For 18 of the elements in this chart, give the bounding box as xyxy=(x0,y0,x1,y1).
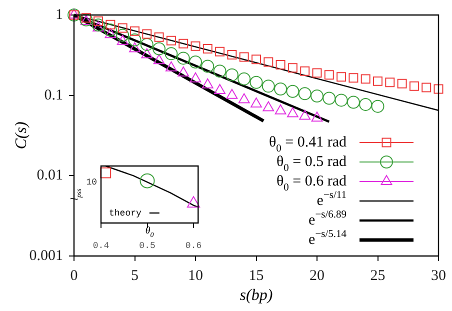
legend-label: theory xyxy=(109,208,142,218)
y-tick-label: 1 xyxy=(56,6,63,23)
y-axis-title: C(s) xyxy=(13,122,30,150)
x-tick-label: 0.5 xyxy=(139,240,156,251)
x-tick-label: 25 xyxy=(370,268,386,284)
x-tick-label: 0 xyxy=(70,268,78,284)
y-tick-label: 0.1 xyxy=(44,87,63,104)
y-tick-label: 0.01 xyxy=(36,168,63,184)
x-tick-label: 30 xyxy=(431,268,446,284)
x-axis-title: s(bp) xyxy=(240,287,273,304)
x-tick-label: 5 xyxy=(131,268,138,284)
x-tick-label: 10 xyxy=(188,268,203,284)
x-tick-label: 20 xyxy=(310,268,324,284)
y-tick-label: 0.001 xyxy=(29,248,63,264)
x-tick-label: 0.6 xyxy=(185,240,202,251)
x-tick-label: 15 xyxy=(248,268,264,284)
x-tick-label: 0.4 xyxy=(92,240,110,251)
annotation: 10 xyxy=(86,177,98,188)
